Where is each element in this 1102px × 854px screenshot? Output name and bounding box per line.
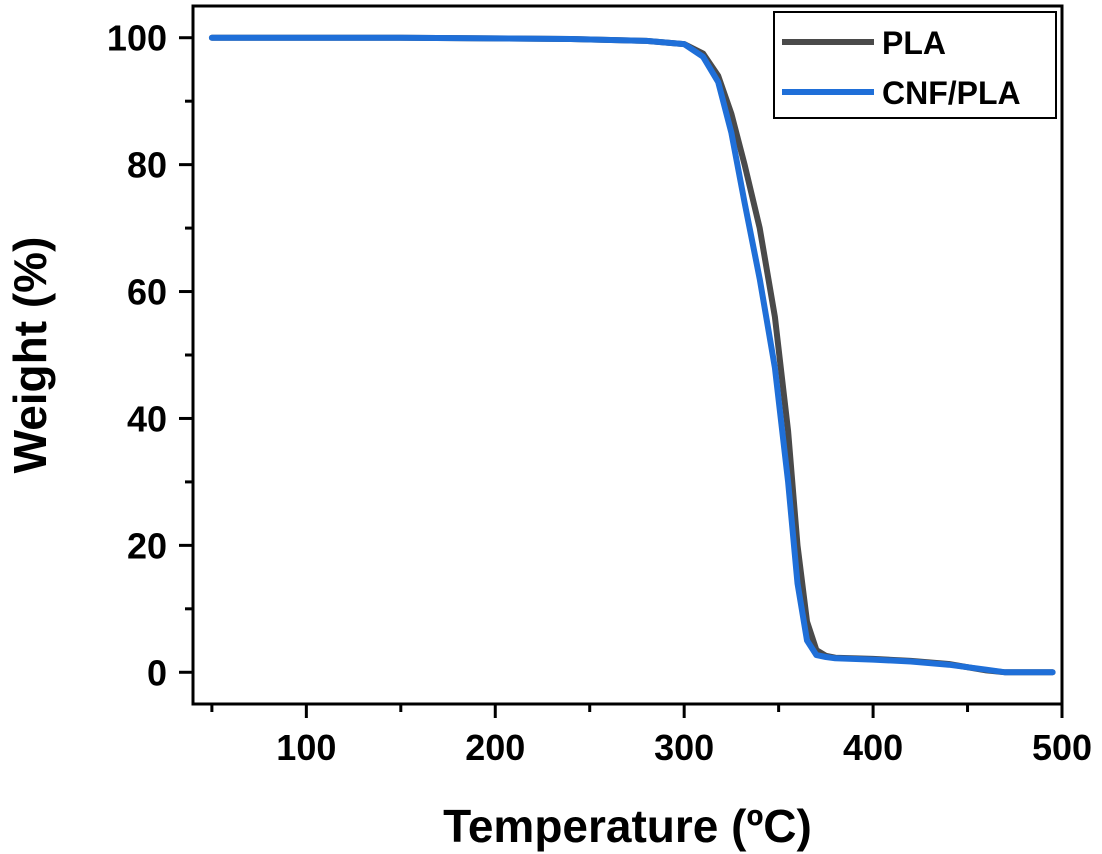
series-line-pla <box>208 34 1056 676</box>
x-tick-label: 400 <box>843 727 903 768</box>
y-axis-ticks: 0 20 40 60 80 100 <box>107 18 193 693</box>
y-tick-label: 0 <box>147 652 167 693</box>
legend-box <box>773 11 1057 119</box>
y-tick-label: 100 <box>107 18 167 59</box>
y-tick-label: 20 <box>127 525 167 566</box>
legend-label: CNF/PLA <box>882 75 1021 111</box>
x-axis-title: Temperature (ºC) <box>443 800 812 852</box>
y-axis-title: Weight (%) <box>4 237 56 474</box>
legend: PLA CNF/PLA <box>773 11 1057 119</box>
y-tick-label: 40 <box>127 398 167 439</box>
x-tick-label: 100 <box>276 727 336 768</box>
x-tick-label: 200 <box>465 727 525 768</box>
series-line-cnf-pla <box>208 34 1056 676</box>
x-tick-label: 300 <box>654 727 714 768</box>
x-tick-label: 500 <box>1032 727 1092 768</box>
x-axis-ticks: 100 200 300 400 500 <box>210 704 1092 768</box>
y-tick-label: 60 <box>127 272 167 313</box>
legend-label: PLA <box>882 25 946 61</box>
series-lines <box>208 34 1056 676</box>
y-tick-label: 80 <box>127 145 167 186</box>
